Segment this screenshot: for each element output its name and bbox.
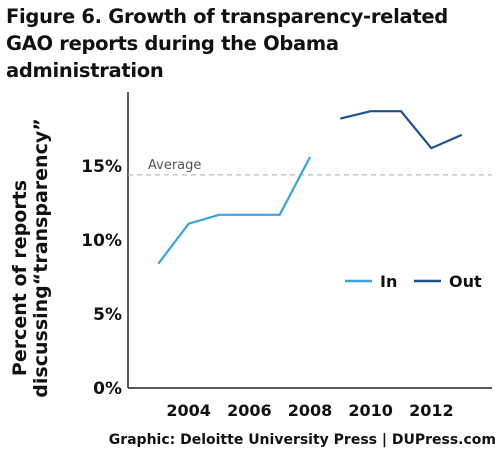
legend-label: Out [449, 272, 482, 291]
x-tick-label: 2012 [409, 401, 454, 420]
legend: In Out [345, 272, 482, 291]
axes [127, 92, 492, 389]
y-axis-label-line-2: discussing“transparency” [30, 118, 52, 397]
y-tick-label: 0% [93, 379, 122, 399]
series-line-in [157, 156, 311, 265]
average-label: Average [148, 158, 201, 173]
y-tick-label: 15% [81, 157, 122, 177]
series-lines [157, 110, 463, 265]
legend-label: In [380, 272, 397, 291]
x-tick-label: 2010 [348, 401, 393, 420]
x-tick-label: 2008 [288, 401, 333, 420]
y-tick-label: 5% [93, 305, 122, 325]
y-ticks: 0% 5% 10% 15% [81, 157, 122, 399]
average-reference: Average [128, 158, 492, 176]
credit-line: Graphic: Deloitte University Press | DUP… [108, 432, 496, 448]
chart-title: Figure 6. Growth of transparency-related… [6, 5, 448, 82]
series-line-out [340, 110, 463, 150]
y-axis-label: Percent of reports discussing“transparen… [9, 118, 52, 397]
x-tick-label: 2004 [166, 401, 211, 420]
y-tick-label: 10% [81, 231, 122, 251]
y-axis-label-line-1: Percent of reports [9, 180, 31, 376]
x-tick-label: 2006 [227, 401, 272, 420]
x-ticks: 2004 2006 2008 2010 2012 [166, 401, 453, 420]
